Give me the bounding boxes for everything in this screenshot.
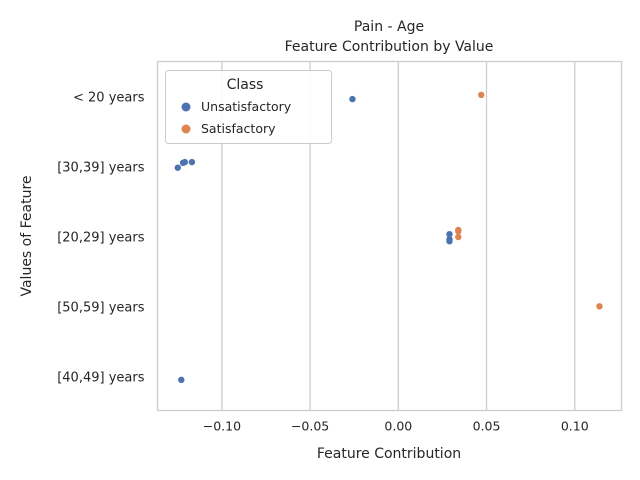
legend-label-satisfactory: Satisfactory <box>201 121 276 136</box>
y-tick-label: [50,59] years <box>57 301 144 316</box>
x-tick-label: −0.05 <box>291 419 329 434</box>
legend-marker-satisfactory <box>181 124 191 134</box>
legend-label-unsatisfactory: Unsatisfactory <box>201 99 292 114</box>
data-point <box>455 233 462 241</box>
data-point <box>478 91 485 99</box>
x-tick-labels: −0.10 −0.05 0.00 0.05 0.10 <box>203 419 589 434</box>
y-tick-label: < 20 years <box>73 91 145 106</box>
x-tick-label: −0.10 <box>203 419 241 434</box>
data-point <box>446 238 453 245</box>
data-point <box>179 159 187 166</box>
data-point <box>349 95 356 103</box>
data-point <box>596 303 603 310</box>
legend: Class Unsatisfactory Satisfactory <box>165 70 332 144</box>
data-points <box>174 91 603 383</box>
y-axis-label: Values of Feature <box>19 175 35 296</box>
chart-subtitle: Feature Contribution by Value <box>285 39 494 55</box>
legend-box <box>165 70 332 144</box>
y-tick-label: [40,49] years <box>57 371 144 386</box>
legend-marker-unsatisfactory <box>181 102 191 112</box>
x-tick-label: 0.05 <box>473 419 501 434</box>
legend-title: Class <box>227 77 264 93</box>
y-tick-labels: < 20 years [30,39] years [20,29] years [50,… <box>57 91 144 386</box>
chart-title: Pain - Age <box>354 19 424 35</box>
plot-frame <box>156 60 623 412</box>
x-axis-label: Feature Contribution <box>317 446 461 462</box>
data-point <box>446 231 453 238</box>
y-tick-label: [20,29] years <box>57 231 144 246</box>
y-tick-label: [30,39] years <box>57 161 144 176</box>
data-point <box>188 158 196 166</box>
data-point <box>455 228 462 235</box>
data-point <box>178 376 185 383</box>
x-tick-label: 0.00 <box>384 419 412 434</box>
x-tick-label: 0.10 <box>561 419 589 434</box>
data-point <box>174 164 181 171</box>
